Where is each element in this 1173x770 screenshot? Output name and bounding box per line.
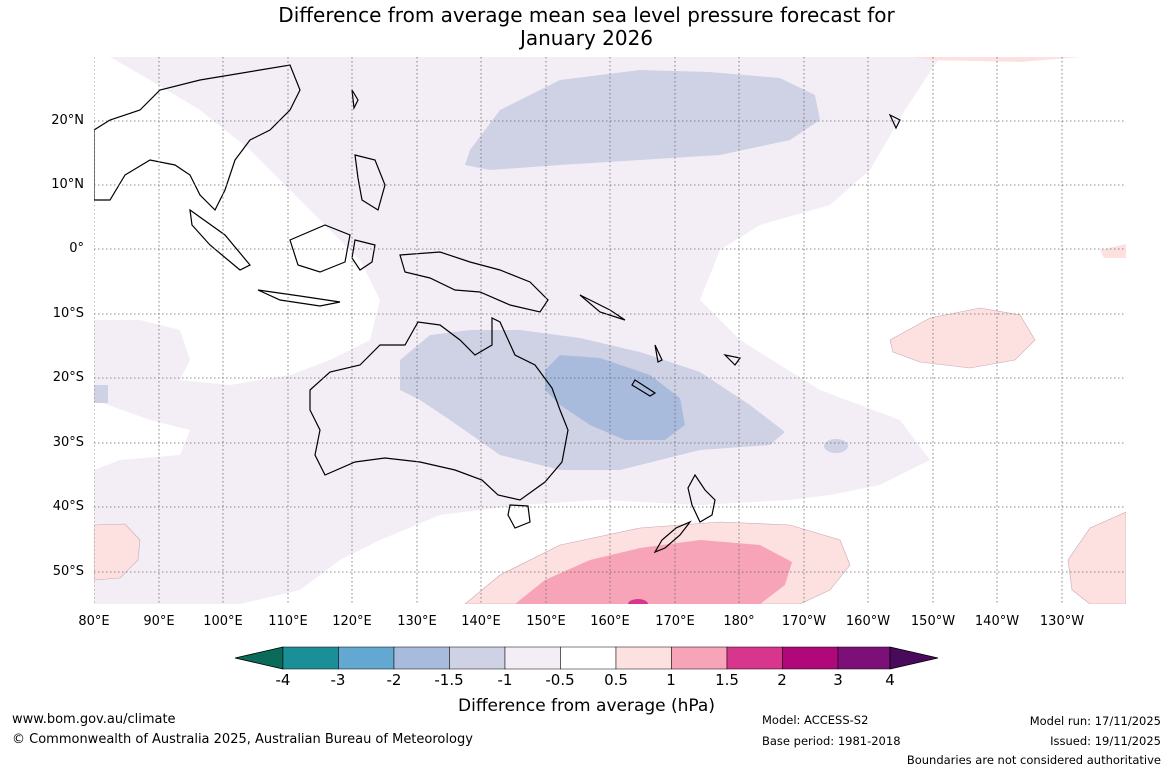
new-zealand-south-coastline: [653, 520, 692, 554]
footer-copyright: © Commonwealth of Australia 2025, Austra…: [12, 732, 473, 747]
footer-issued: Issued: 19/11/2025: [1050, 734, 1161, 748]
solomon-islands-coastline: [579, 294, 626, 321]
lon-label: 140°E: [461, 614, 501, 629]
lon-label: 180°: [723, 614, 755, 629]
colorbar-tick-label: 1: [666, 671, 676, 689]
lon-label: 80°E: [78, 614, 110, 629]
colorbar-tick-label: -1.5: [434, 671, 464, 689]
footer-url: www.bom.gov.au/climate: [12, 712, 176, 727]
colorbar-bin-11: [837, 646, 891, 670]
lon-label: 150°W: [910, 614, 956, 629]
hawaii-coastline: [888, 113, 901, 130]
colorbar-tick-label: 4: [885, 671, 895, 689]
new-guinea-coastline: [399, 251, 549, 313]
anomaly-field-positive-sw: [94, 523, 141, 581]
lon-label: 90°E: [143, 614, 175, 629]
lat-label: 20°S: [52, 370, 84, 385]
anomaly-fields: [94, 57, 1126, 604]
colorbar-tick-label: -2: [386, 671, 402, 689]
colorbar: [234, 646, 939, 670]
asia-coastline: [94, 64, 301, 212]
anomaly-field-negative-north: [465, 70, 820, 170]
java-coastline: [257, 289, 341, 307]
colorbar-title: Difference from average (hPa): [458, 696, 715, 716]
lon-label: 150°E: [526, 614, 566, 629]
anomaly-field-positive-eq: [1100, 244, 1126, 258]
anomaly-field-negative-core: [545, 355, 685, 440]
anomaly-field-positive-core: [515, 540, 792, 604]
australia-coastline: [309, 317, 569, 501]
taiwan-coastline: [351, 89, 359, 111]
colorbar-bin-7: [615, 646, 672, 670]
colorbar-extend-low: [234, 646, 284, 670]
footer-base-period: Base period: 1981-2018: [762, 734, 901, 748]
footer-model: Model: ACCESS-S2: [762, 713, 869, 727]
anomaly-field-positive-far-east: [1067, 511, 1126, 604]
lon-label: 100°E: [203, 614, 243, 629]
philippines-coastline: [354, 154, 386, 211]
lat-label: 30°S: [52, 435, 84, 450]
lon-label: 120°E: [332, 614, 372, 629]
tasmania-coastline: [507, 504, 531, 529]
anomaly-field-negative-small: [824, 439, 848, 453]
colorbar-bin-5: [504, 646, 561, 670]
colorbar-extend-high: [889, 646, 939, 670]
colorbar-tick-label: 3: [833, 671, 843, 689]
lon-label: 160°E: [590, 614, 630, 629]
lon-label: 110°E: [268, 614, 308, 629]
new-caledonia-coastline: [631, 379, 657, 397]
colorbar-tick-label: 1.5: [715, 671, 739, 689]
lon-label: 170°E: [655, 614, 695, 629]
footer-model-run: Model run: 17/11/2025: [1029, 714, 1161, 728]
lat-label: 10°S: [52, 306, 84, 321]
colorbar-bin-1: [282, 646, 339, 670]
sumatra-coastline: [189, 208, 251, 271]
colorbar-bin-3: [393, 646, 450, 670]
colorbar-bin-10: [782, 646, 839, 670]
colorbar-tick-label: 2: [777, 671, 787, 689]
anomaly-field-negative-west: [94, 385, 108, 403]
colorbar-tick-label: -4: [275, 671, 291, 689]
title-line-2: January 2026: [519, 26, 654, 50]
colorbar-tick-label: -1: [497, 671, 513, 689]
colorbar-tick-label: -3: [330, 671, 346, 689]
map-title: Difference from average mean sea level p…: [0, 4, 1173, 50]
lon-label: 140°W: [974, 614, 1020, 629]
lat-label: 20°N: [51, 113, 84, 128]
fiji-coastline: [723, 354, 742, 366]
footer-disclaimer: Boundaries are not considered authoritat…: [906, 753, 1161, 767]
vanuatu-coastline: [654, 344, 663, 363]
coastlines: [94, 64, 901, 554]
colorbar-bin-9: [726, 646, 783, 670]
graticule: [94, 57, 1126, 604]
colorbar-tick-label: -0.5: [545, 671, 575, 689]
lat-label: 40°S: [52, 499, 84, 514]
colorbar-bin-4: [449, 646, 506, 670]
new-zealand-north-coastline: [687, 473, 716, 523]
colorbar-tick-label: 0.5: [604, 671, 628, 689]
anomaly-field-positive-east: [889, 307, 1036, 369]
lon-label: 170°W: [781, 614, 827, 629]
anomaly-field-positive-max: [628, 599, 648, 604]
colorbar-bin-6: [560, 646, 617, 670]
sulawesi-coastline: [351, 239, 376, 271]
lon-label: 130°W: [1039, 614, 1085, 629]
title-line-1: Difference from average mean sea level p…: [278, 3, 895, 27]
lon-label: 130°E: [397, 614, 437, 629]
lat-label: 0°: [69, 241, 84, 256]
lon-label: 160°W: [845, 614, 891, 629]
anomaly-field-positive-ne: [912, 57, 1080, 62]
lat-label: 50°S: [52, 564, 84, 579]
colorbar-bin-8: [671, 646, 728, 670]
lat-label: 10°N: [51, 177, 84, 192]
colorbar-bin-2: [338, 646, 395, 670]
borneo-coastline: [289, 224, 351, 273]
